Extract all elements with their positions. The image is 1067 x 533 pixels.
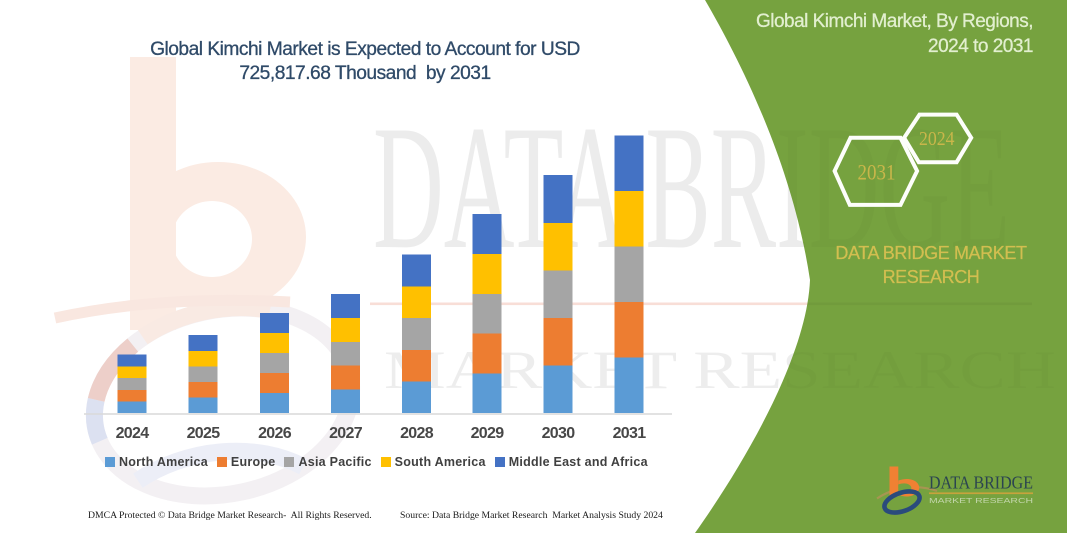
svg-text:2024: 2024: [919, 128, 955, 150]
svg-text:MARKET RESEARCH: MARKET RESEARCH: [929, 498, 1033, 505]
svg-text:DATA BRIDGE: DATA BRIDGE: [929, 472, 1033, 492]
svg-text:2031: 2031: [858, 159, 896, 184]
